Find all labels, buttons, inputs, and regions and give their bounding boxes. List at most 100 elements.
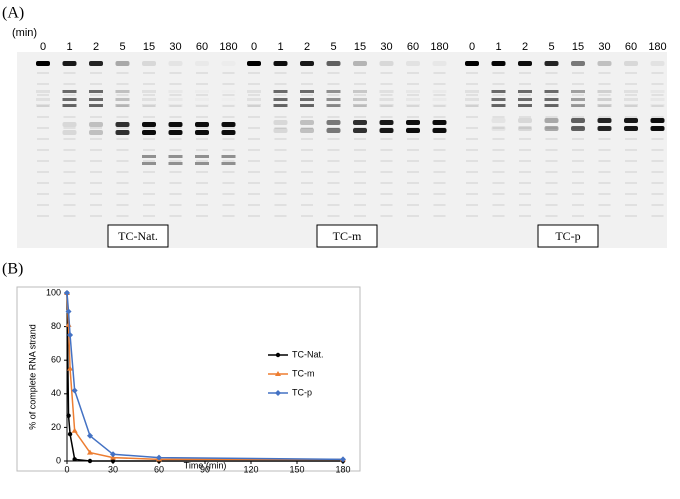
band — [650, 126, 665, 131]
ladder-band — [598, 160, 611, 162]
ladder-band — [143, 116, 155, 118]
ladder-band — [572, 105, 584, 107]
band — [62, 130, 77, 135]
ladder-band — [492, 171, 505, 173]
point — [67, 365, 74, 371]
ladder-band — [327, 215, 340, 217]
band — [89, 90, 103, 93]
ladder-band — [466, 204, 478, 206]
band — [62, 104, 77, 107]
ladder-band — [222, 83, 235, 85]
ladder-band — [380, 204, 393, 206]
band — [273, 128, 288, 133]
band — [433, 98, 447, 101]
series-line — [66, 292, 343, 461]
ladder-band — [572, 160, 584, 162]
band — [650, 98, 665, 101]
ladder-band — [143, 160, 155, 162]
ladder-band — [380, 72, 393, 74]
ladder-band — [63, 215, 76, 217]
ladder-band — [143, 204, 155, 206]
band — [300, 90, 314, 93]
ladder-band — [301, 160, 313, 162]
band — [544, 104, 559, 107]
ladder-band — [380, 171, 393, 173]
ladder-band — [196, 116, 208, 118]
ladder-band — [492, 83, 505, 85]
ladder-band — [466, 160, 478, 162]
band — [222, 61, 236, 66]
band — [353, 61, 367, 66]
ladder-band — [625, 72, 637, 74]
ladder-band — [598, 94, 611, 96]
ladder-band — [625, 138, 637, 140]
band — [406, 120, 420, 125]
ladder-band — [519, 127, 531, 129]
band — [518, 104, 532, 107]
ladder-band — [248, 171, 260, 173]
band — [115, 61, 130, 66]
ladder-band — [196, 171, 208, 173]
ladder-band — [143, 83, 155, 85]
ladder-band — [222, 171, 235, 173]
ladder-band — [327, 138, 340, 140]
ladder-band — [651, 160, 664, 162]
ladder-band — [37, 160, 49, 162]
band — [491, 118, 506, 123]
legend-marker — [275, 390, 281, 396]
ladder-band — [248, 149, 260, 151]
band — [465, 104, 479, 107]
ladder-band — [327, 72, 340, 74]
ladder-band — [492, 160, 505, 162]
ladder-band — [169, 182, 182, 184]
band — [142, 90, 156, 93]
ladder-band — [598, 83, 611, 85]
ladder-band — [63, 160, 76, 162]
band — [89, 104, 103, 107]
band — [379, 90, 394, 93]
band — [544, 98, 559, 101]
group-label: TC-p — [555, 229, 580, 243]
ladder-band — [433, 193, 446, 195]
ladder-band — [519, 116, 531, 118]
ladder-band — [407, 171, 419, 173]
ladder-band — [354, 138, 366, 140]
band — [326, 61, 341, 66]
x-tick-label: 180 — [335, 464, 350, 474]
band — [624, 61, 638, 66]
group-label: TC-Nat. — [118, 229, 158, 243]
ladder-band — [222, 182, 235, 184]
band — [222, 104, 236, 107]
band — [571, 126, 585, 131]
ladder-band — [572, 94, 584, 96]
ladder-band — [354, 94, 366, 96]
band — [379, 61, 394, 66]
band — [36, 90, 50, 93]
ladder-band — [222, 204, 235, 206]
ladder-band — [433, 138, 446, 140]
ladder-band — [545, 138, 558, 140]
band — [518, 61, 532, 66]
lane-label: 1 — [277, 41, 283, 53]
ladder-band — [90, 182, 102, 184]
band — [571, 98, 585, 101]
band — [624, 126, 638, 131]
band — [168, 155, 183, 158]
band — [353, 128, 367, 133]
band — [518, 98, 532, 101]
ladder-band — [63, 182, 76, 184]
ladder-band — [354, 116, 366, 118]
band — [221, 155, 236, 158]
band — [247, 61, 261, 66]
ladder-band — [327, 149, 340, 151]
ladder-band — [169, 149, 182, 151]
ladder-band — [248, 193, 260, 195]
ladder-band — [327, 193, 340, 195]
ladder-band — [116, 182, 129, 184]
band — [300, 104, 314, 107]
band — [465, 90, 479, 93]
ladder-band — [572, 193, 584, 195]
ladder-band — [598, 193, 611, 195]
ladder-band — [90, 116, 102, 118]
band — [326, 128, 341, 133]
